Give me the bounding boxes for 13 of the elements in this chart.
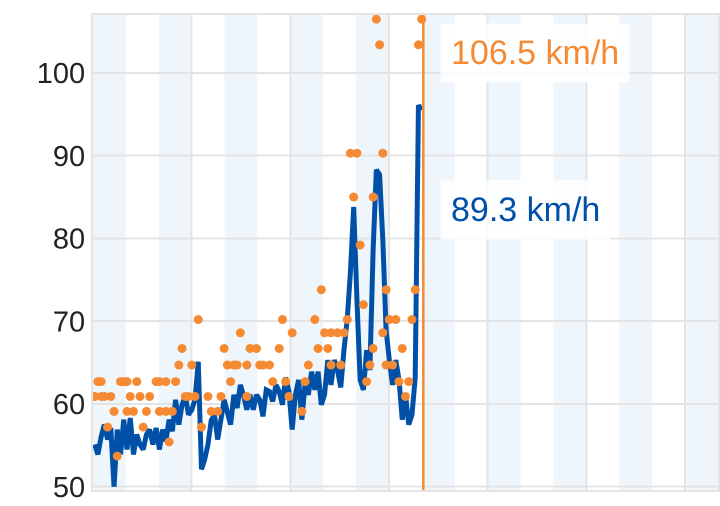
y-tick-label: 50	[52, 472, 86, 504]
annotation: 89.3 km/h	[451, 191, 600, 229]
point	[368, 344, 378, 353]
y-tick-label: 90	[52, 140, 86, 173]
y-tick-label: 70	[52, 306, 86, 338]
point	[378, 328, 388, 338]
y-tick-label: 100	[36, 58, 86, 90]
y-tick-label: 60	[52, 389, 86, 422]
point	[326, 360, 336, 370]
annotation: 106.5 km/h	[451, 34, 620, 72]
y-tick-label: 80	[52, 224, 86, 256]
point	[242, 392, 252, 401]
point	[122, 406, 132, 416]
